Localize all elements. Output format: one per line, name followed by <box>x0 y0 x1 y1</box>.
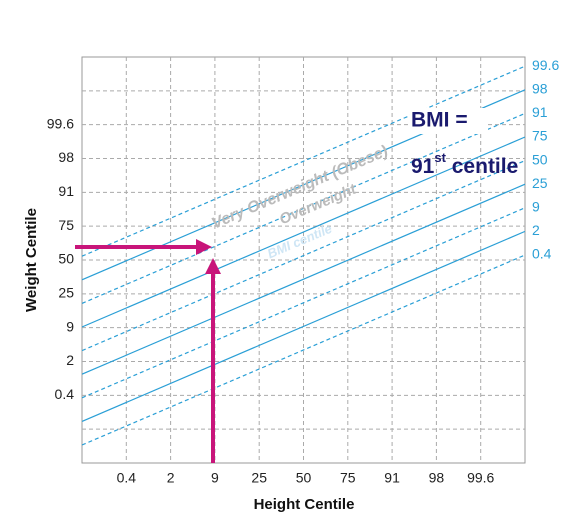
y-tick-label: 91 <box>58 183 74 199</box>
centile-line <box>82 160 525 352</box>
x-tick-label: 98 <box>429 470 445 486</box>
centile-line <box>82 207 525 399</box>
centile-line-label: 91 <box>532 104 548 120</box>
result-title: BMI = <box>411 109 468 132</box>
x-tick-label: 50 <box>296 470 312 486</box>
centile-line-label: 99.6 <box>532 57 559 73</box>
centile-line <box>82 183 525 375</box>
centile-line-label: 9 <box>532 199 540 215</box>
y-tick-label: 98 <box>58 149 74 165</box>
result-number: 91 <box>411 155 435 178</box>
x-tick-label: 0.4 <box>117 470 137 486</box>
y-tick-label: 75 <box>58 217 74 233</box>
x-tick-label: 75 <box>340 470 356 486</box>
result: 91st centile <box>411 150 518 177</box>
centile-line-label: 50 <box>532 151 548 167</box>
bmi-centile-label: BMI centile <box>265 221 334 262</box>
y-tick-label: 0.4 <box>55 386 75 402</box>
x-tick-label: 91 <box>384 470 400 486</box>
y-tick-label: 99.6 <box>47 115 74 131</box>
centile-line <box>82 136 525 328</box>
centile-line-label: 98 <box>532 81 548 97</box>
y-axis-label: Weight Centile <box>23 208 40 312</box>
centile-line-label: 25 <box>532 175 548 191</box>
centile-line <box>82 112 525 304</box>
x-tick-label: 99.6 <box>467 470 494 486</box>
x-axis-label: Height Centile <box>254 496 355 513</box>
x-tick-label: 2 <box>167 470 175 486</box>
label-bg <box>410 108 488 134</box>
result-word: centile <box>446 155 518 178</box>
y-tick-label: 25 <box>58 285 74 301</box>
grid <box>81 56 526 464</box>
x-tick-label: 25 <box>251 470 267 486</box>
centile-line-label: 0.4 <box>532 246 552 262</box>
result-suffix: st <box>434 150 446 165</box>
centile-line-label: 75 <box>532 128 548 144</box>
centile-line <box>82 254 525 446</box>
centile-line <box>82 230 525 422</box>
y-tick-label: 9 <box>66 318 74 334</box>
x-tick-label: 9 <box>211 470 219 486</box>
y-tick-label: 50 <box>58 251 74 267</box>
centile-line <box>82 65 525 257</box>
y-tick-label: 2 <box>66 352 74 368</box>
centile-line-label: 2 <box>532 222 540 238</box>
